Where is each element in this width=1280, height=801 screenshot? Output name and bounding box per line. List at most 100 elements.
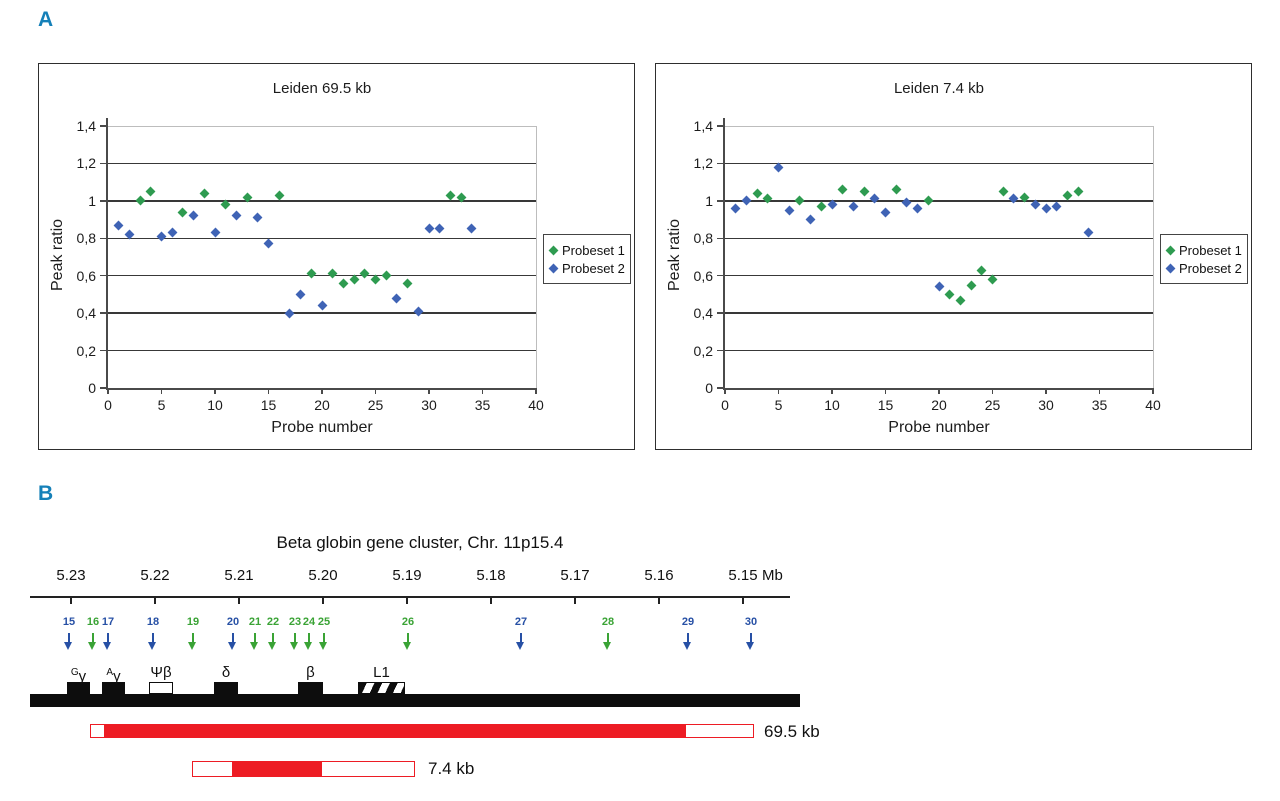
ruler-tick-label: 5.20 <box>308 567 338 584</box>
x-axis-tick <box>160 388 163 394</box>
y-axis-tick <box>717 237 723 239</box>
gene-label: δ <box>196 664 256 681</box>
probe-arrow-icon <box>406 633 410 643</box>
y-axis-tick <box>100 237 106 239</box>
gene-label-superscript: G <box>70 667 79 678</box>
probe-arrow-icon <box>91 633 95 643</box>
x-tick-label: 5 <box>774 397 783 413</box>
y-tick-label: 0 <box>88 380 96 396</box>
y-axis-tick <box>100 312 106 314</box>
x-tick-label: 25 <box>367 397 384 413</box>
legend-label: Probeset 1 <box>1179 242 1242 258</box>
y-tick-label: 1,2 <box>76 155 96 172</box>
gridline <box>725 237 1153 239</box>
gene-label: L1 <box>352 664 412 681</box>
ruler-tick <box>658 598 660 604</box>
ruler-tick <box>406 598 408 604</box>
probe-number: 18 <box>146 616 160 628</box>
y-tick-label: 0,6 <box>693 267 713 284</box>
probe-arrow-icon <box>686 633 690 643</box>
ruler-tick <box>238 598 240 604</box>
probe-arrowhead-icon <box>103 642 112 650</box>
x-tick-label: 10 <box>207 397 223 413</box>
y-axis-tick <box>717 125 723 127</box>
legend-label: Probeset 1 <box>562 242 625 258</box>
y-axis-line <box>723 118 725 388</box>
gridline <box>108 275 536 277</box>
y-axis-tick <box>717 387 723 389</box>
probe-arrowhead-icon <box>516 642 525 650</box>
deletion-bar-fill <box>232 762 323 776</box>
probe-arrowhead-icon <box>250 642 259 650</box>
probe-number: 15 <box>62 616 76 628</box>
probe-arrowhead-icon <box>683 642 692 650</box>
gene-label: β <box>281 664 341 681</box>
probe-arrowhead-icon <box>304 642 313 650</box>
y-tick-label: 1,4 <box>76 118 96 134</box>
x-axis-tick <box>267 388 270 394</box>
y-axis-tick <box>717 200 723 202</box>
legend-item: Probeset 1 <box>1165 242 1247 258</box>
gene-label: Gγ <box>49 664 109 685</box>
x-axis-tick <box>374 388 377 394</box>
chart-leiden-69-5kb: Leiden 69.5 kb 0 0,2 0,4 0,6 0,8 1 1,2 1,4 0 5 10 15… <box>38 63 635 450</box>
ruler-unit-label: Mb <box>762 567 783 584</box>
chart-title: Leiden 7.4 kb <box>893 80 985 97</box>
probe-number: 24 <box>302 616 316 628</box>
ruler-tick-label: 5.22 <box>140 567 170 584</box>
probe-arrow-icon <box>606 633 610 643</box>
gene-box <box>67 682 90 694</box>
x-tick-label: 5 <box>157 397 166 413</box>
probe-arrow-icon <box>749 633 753 643</box>
probe-arrowhead-icon <box>403 642 412 650</box>
deletion-size-label: 7.4 kb <box>428 759 475 778</box>
probe-arrow-icon <box>322 633 326 643</box>
x-axis-tick <box>1045 388 1047 394</box>
ruler-tick-label: 5.23 <box>56 567 86 584</box>
ruler-tick-label: 5.19 <box>392 567 422 584</box>
y-tick-label: 0,8 <box>76 230 96 247</box>
plot-area <box>108 126 537 389</box>
diagram-title: Beta globin gene cluster, Chr. 11p15.4 <box>276 533 564 552</box>
gene-label-symbol: γ <box>113 668 121 685</box>
gene-label-symbol: L1 <box>373 664 390 681</box>
probe-arrowhead-icon <box>188 642 197 650</box>
gene-label: Aγ <box>84 664 144 685</box>
legend-label: Probeset 2 <box>562 260 625 276</box>
probe-number: 29 <box>681 616 695 628</box>
y-axis-tick <box>717 349 723 352</box>
gridline <box>108 162 536 165</box>
probe-number: 28 <box>601 616 615 628</box>
y-axis-tick <box>100 125 106 127</box>
chart-title: Leiden 69.5 kb <box>272 80 372 97</box>
probe-arrow-icon <box>231 633 235 643</box>
y-axis-tick <box>100 387 106 389</box>
y-tick-label: 1,4 <box>693 118 713 134</box>
y-tick-label: 1,2 <box>693 155 713 172</box>
y-axis-tick <box>717 162 723 165</box>
probe-number: 21 <box>248 616 262 628</box>
y-tick-label: 0,2 <box>693 342 713 359</box>
legend-item: Probeset 1 <box>548 242 630 258</box>
genome-bar <box>30 694 800 707</box>
y-tick-label: 0,4 <box>693 305 713 322</box>
ruler-tick <box>70 598 72 604</box>
y-axis-tick <box>100 162 106 165</box>
gene-label-symbol: β <box>306 664 315 681</box>
x-axis-title: Probe number <box>888 419 990 436</box>
probe-number: 22 <box>266 616 280 628</box>
y-axis-line <box>106 118 108 388</box>
y-axis-tick <box>100 349 106 352</box>
probe-arrowhead-icon <box>319 642 328 650</box>
probe-number: 16 <box>86 616 100 628</box>
gene-box <box>149 682 173 694</box>
legend-item: Probeset 2 <box>1165 260 1247 276</box>
x-axis-line <box>106 388 536 390</box>
gene-box <box>214 682 238 694</box>
legend-label: Probeset 2 <box>1179 260 1242 276</box>
gene-box <box>102 682 125 694</box>
probe-arrowhead-icon <box>148 642 157 650</box>
gridline <box>725 349 1153 352</box>
probe-number: 25 <box>317 616 331 628</box>
